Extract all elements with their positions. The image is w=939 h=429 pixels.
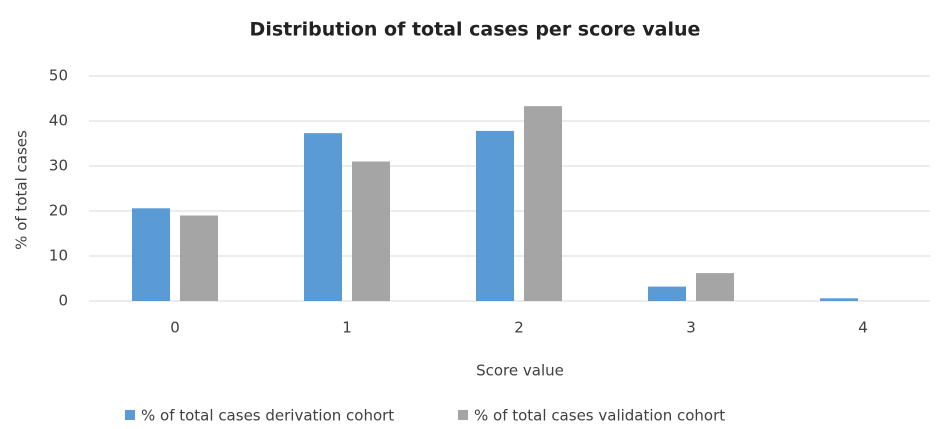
bar [132, 208, 170, 301]
bar [304, 133, 342, 301]
y-tick-label: 50 [49, 67, 68, 85]
y-tick-label: 40 [49, 112, 68, 130]
legend-label: % of total cases validation cohort [474, 407, 725, 425]
legend-swatch [458, 410, 468, 420]
x-tick-label: 4 [858, 319, 868, 337]
bar [180, 215, 218, 301]
x-tick-label: 1 [342, 319, 352, 337]
y-tick-label: 30 [49, 157, 68, 175]
legend-label: % of total cases derivation cohort [141, 407, 394, 425]
y-tick-label: 20 [49, 202, 68, 220]
chart-title: Distribution of total cases per score va… [250, 19, 701, 41]
y-tick-label: 0 [58, 292, 68, 310]
bar [820, 298, 858, 301]
x-tick-label: 3 [686, 319, 696, 337]
x-tick-label: 0 [170, 319, 180, 337]
bar [648, 286, 686, 301]
bar [524, 106, 562, 302]
x-tick-label: 2 [514, 319, 524, 337]
legend-swatch [125, 410, 135, 420]
bar [476, 130, 514, 301]
bar [352, 161, 390, 301]
x-axis-label: Score value [476, 362, 564, 380]
y-tick-label: 10 [49, 247, 68, 265]
bar [696, 273, 734, 301]
y-axis-label: % of total cases [13, 130, 31, 250]
